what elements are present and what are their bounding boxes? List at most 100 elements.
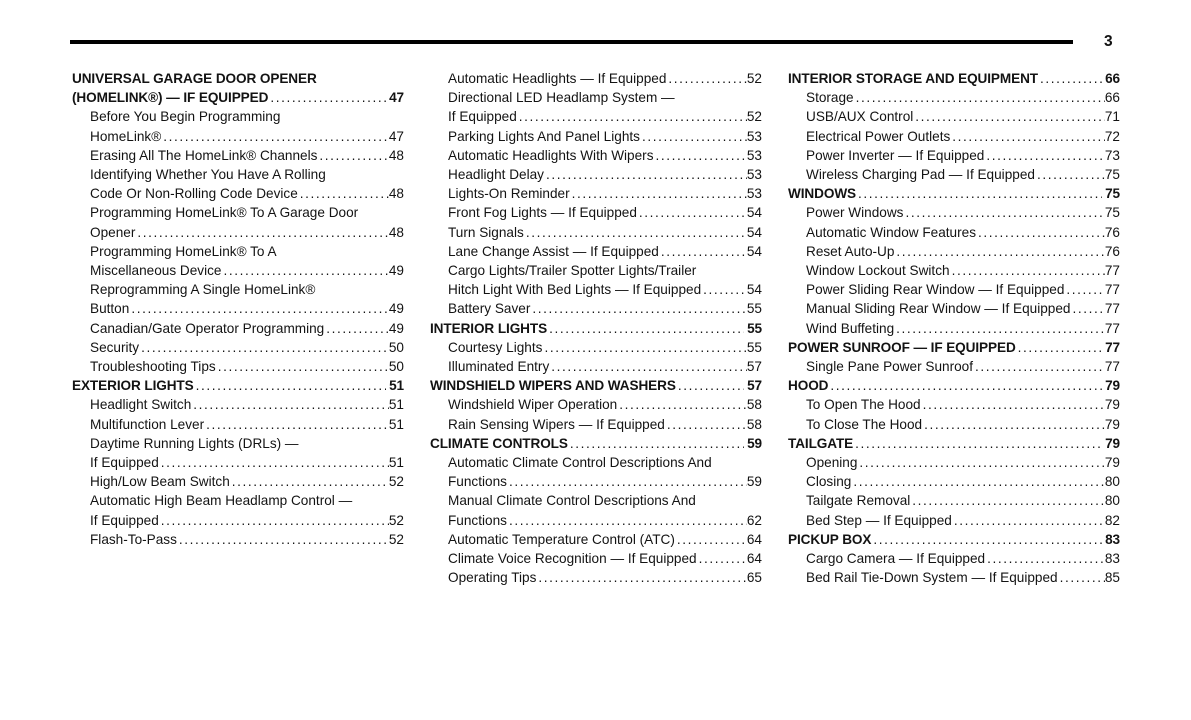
toc-sub-entry: Erasing All The HomeLink® Channels 48	[72, 146, 404, 165]
toc-line: If Equipped 52	[430, 107, 762, 126]
toc-entry-title: Front Fog Lights — If Equipped	[448, 205, 637, 221]
toc-entry-page-number: 66	[1104, 90, 1120, 106]
leader-dots	[572, 184, 747, 203]
toc-line: Headlight Delay 53	[430, 165, 762, 184]
toc-entry-title: (HOMELINK®) — IF EQUIPPED	[72, 90, 269, 106]
toc-line: Button 49	[72, 299, 404, 318]
leader-dots	[978, 223, 1105, 242]
toc-line: Flash-To-Pass 52	[72, 530, 404, 549]
toc-entry-title: Miscellaneous Device	[90, 263, 222, 279]
toc-sub-entry: Automatic Climate Control Descriptions A…	[430, 453, 762, 491]
toc-column-3: INTERIOR STORAGE AND EQUIPMENT 66 Storage 6…	[788, 69, 1120, 587]
toc-entry-title: Code Or Non-Rolling Code Device	[90, 186, 298, 202]
toc-section-entry: TAILGATE 79	[788, 434, 1120, 453]
toc-section-entry: CLIMATE CONTROLS 59	[430, 434, 762, 453]
toc-line: PICKUP BOX 83	[788, 530, 1120, 549]
toc-entry-page-number: 52	[388, 474, 404, 490]
toc-sub-entry: Directional LED Headlamp System — If Equi…	[430, 88, 762, 126]
toc-entry-title: Battery Saver	[448, 301, 531, 317]
toc-line: Reset Auto-Up 76	[788, 242, 1120, 261]
toc-line: Manual Sliding Rear Window — If Equipped…	[788, 299, 1120, 318]
toc-entry-title: Daytime Running Lights (DRLs) —	[90, 435, 299, 451]
toc-entry-title: Parking Lights And Panel Lights	[448, 128, 640, 144]
toc-line: Cargo Camera — If Equipped 83	[788, 549, 1120, 568]
toc-entry-page-number: 49	[388, 263, 404, 279]
toc-entry-title: Reset Auto-Up	[806, 243, 895, 259]
toc-sub-entry: Lane Change Assist — If Equipped 54	[430, 242, 762, 261]
toc-entry-page-number: 49	[388, 320, 404, 336]
leader-dots	[952, 127, 1105, 146]
toc-column-2: Automatic Headlights — If Equipped52Dire…	[430, 69, 762, 587]
toc-sub-entry: Lights-On Reminder 53	[430, 184, 762, 203]
toc-sub-entry: Programming HomeLink® To A Miscellaneous …	[72, 242, 404, 280]
leader-dots	[856, 88, 1105, 107]
toc-entry-title: Erasing All The HomeLink® Channels	[90, 147, 318, 163]
toc-entry-page-number: 51	[388, 416, 404, 432]
toc-entry-title: Operating Tips	[448, 570, 537, 586]
toc-line: Wireless Charging Pad — If Equipped 75	[788, 165, 1120, 184]
toc-line: Tailgate Removal 80	[788, 491, 1120, 510]
leader-dots	[1066, 280, 1104, 299]
toc-line: Storage 66	[788, 88, 1120, 107]
toc-line: INTERIOR LIGHTS 55	[430, 319, 762, 338]
toc-entry-title: Bed Step — If Equipped	[806, 512, 952, 528]
toc-entry-title: Hitch Light With Bed Lights — If Equippe…	[448, 282, 702, 298]
toc-entry-page-number: 55	[746, 301, 762, 317]
leader-dots	[193, 395, 389, 414]
leader-dots	[206, 415, 389, 434]
page-number: 3	[1104, 33, 1113, 50]
toc-entry-title: Cargo Lights/Trailer Spotter Lights/Trai…	[448, 263, 697, 279]
toc-line: Directional LED Headlamp System —	[430, 88, 762, 107]
toc-entry-page-number: 48	[388, 224, 404, 240]
toc-sub-entry: Reprogramming A Single HomeLink® Button 49	[72, 280, 404, 318]
leader-dots	[1037, 165, 1105, 184]
leader-dots	[509, 511, 747, 530]
toc-entry-title: If Equipped	[448, 109, 517, 125]
toc-entry-title: Single Pane Power Sunroof	[806, 359, 974, 375]
toc-section-entry: EXTERIOR LIGHTS 51	[72, 376, 404, 395]
toc-sub-entry: Climate Voice Recognition — If Equipped 6…	[430, 549, 762, 568]
toc-entry-title: Climate Voice Recognition — If Equipped	[448, 551, 697, 567]
toc-line: Rain Sensing Wipers — If Equipped 58	[430, 415, 762, 434]
leader-dots	[954, 511, 1105, 530]
toc-line: EXTERIOR LIGHTS 51	[72, 376, 404, 395]
leader-dots	[179, 530, 389, 549]
leader-dots	[137, 223, 389, 242]
toc-line: Manual Climate Control Descriptions And	[430, 491, 762, 510]
toc-entry-page-number: 76	[1104, 243, 1120, 259]
leader-dots	[853, 472, 1105, 491]
toc-entry-title: Illuminated Entry	[448, 359, 550, 375]
toc-entry-title: Electrical Power Outlets	[806, 128, 951, 144]
toc-entry-page-number: 55	[746, 339, 762, 355]
leader-dots	[855, 434, 1102, 453]
toc-sub-entry: Battery Saver 55	[430, 299, 762, 318]
toc-entry-title: Closing	[806, 474, 852, 490]
toc-entry-title: Opening	[806, 455, 858, 471]
toc-sub-entry: Wind Buffeting 77	[788, 319, 1120, 338]
leader-dots	[668, 69, 746, 88]
toc-line: Reprogramming A Single HomeLink®	[72, 280, 404, 299]
toc-line: High/Low Beam Switch 52	[72, 472, 404, 491]
leader-dots	[699, 549, 747, 568]
toc-line: Battery Saver 55	[430, 299, 762, 318]
toc-sub-entry: Headlight Switch 51	[72, 395, 404, 414]
toc-line: Turn Signals 54	[430, 223, 762, 242]
toc-entry-title: POWER SUNROOF — IF EQUIPPED	[788, 339, 1016, 355]
toc-entry-title: UNIVERSAL GARAGE DOOR OPENER	[72, 71, 317, 86]
toc-sub-entry: Automatic Headlights With Wipers 53	[430, 146, 762, 165]
toc-section-entry: WINDSHIELD WIPERS AND WASHERS 57	[430, 376, 762, 395]
toc-line: Functions 59	[430, 472, 762, 491]
toc-entry-page-number: 50	[388, 339, 404, 355]
toc-entry-page-number: 58	[746, 416, 762, 432]
toc-sub-entry: Front Fog Lights — If Equipped 54	[430, 203, 762, 222]
toc-line: If Equipped 51	[72, 453, 404, 472]
leader-dots	[549, 319, 744, 338]
toc-entry-page-number: 72	[1104, 128, 1120, 144]
toc-sub-entry: Storage 66	[788, 88, 1120, 107]
toc-entry-title: Functions	[448, 512, 507, 528]
toc-line: Canadian/Gate Operator Programming 49	[72, 319, 404, 338]
toc-entry-page-number: 50	[388, 359, 404, 375]
toc-line: TAILGATE 79	[788, 434, 1120, 453]
toc-entry-page-number: 55	[747, 320, 762, 336]
leader-dots	[915, 107, 1105, 126]
